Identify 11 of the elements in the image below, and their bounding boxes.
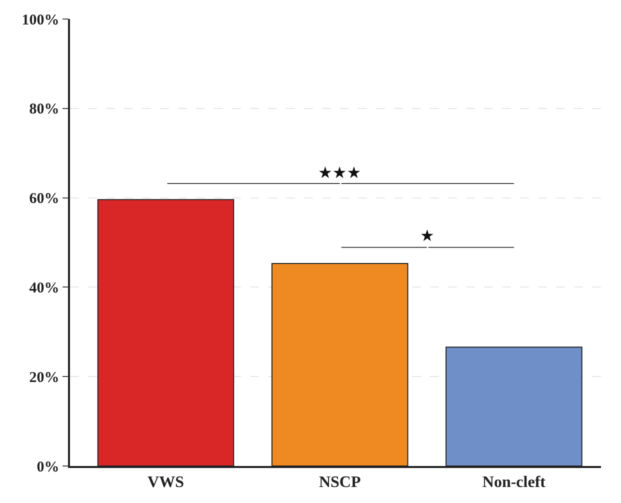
x-tick-label: NSCP: [318, 474, 361, 491]
annotation: ★: [420, 226, 434, 245]
x-tick-label: Non-cleft: [482, 474, 546, 491]
y-tick-label: 40%: [29, 280, 60, 296]
annotation: ★★★: [318, 163, 362, 182]
y-tick-label: 80%: [29, 102, 60, 118]
y-tick-label: 0%: [36, 459, 60, 476]
y-tick-label: 20%: [29, 370, 60, 386]
y-tick-label: 100%: [22, 12, 60, 28]
y-tick-label: 60%: [29, 191, 60, 208]
x-tick-label: VWS: [148, 474, 184, 491]
